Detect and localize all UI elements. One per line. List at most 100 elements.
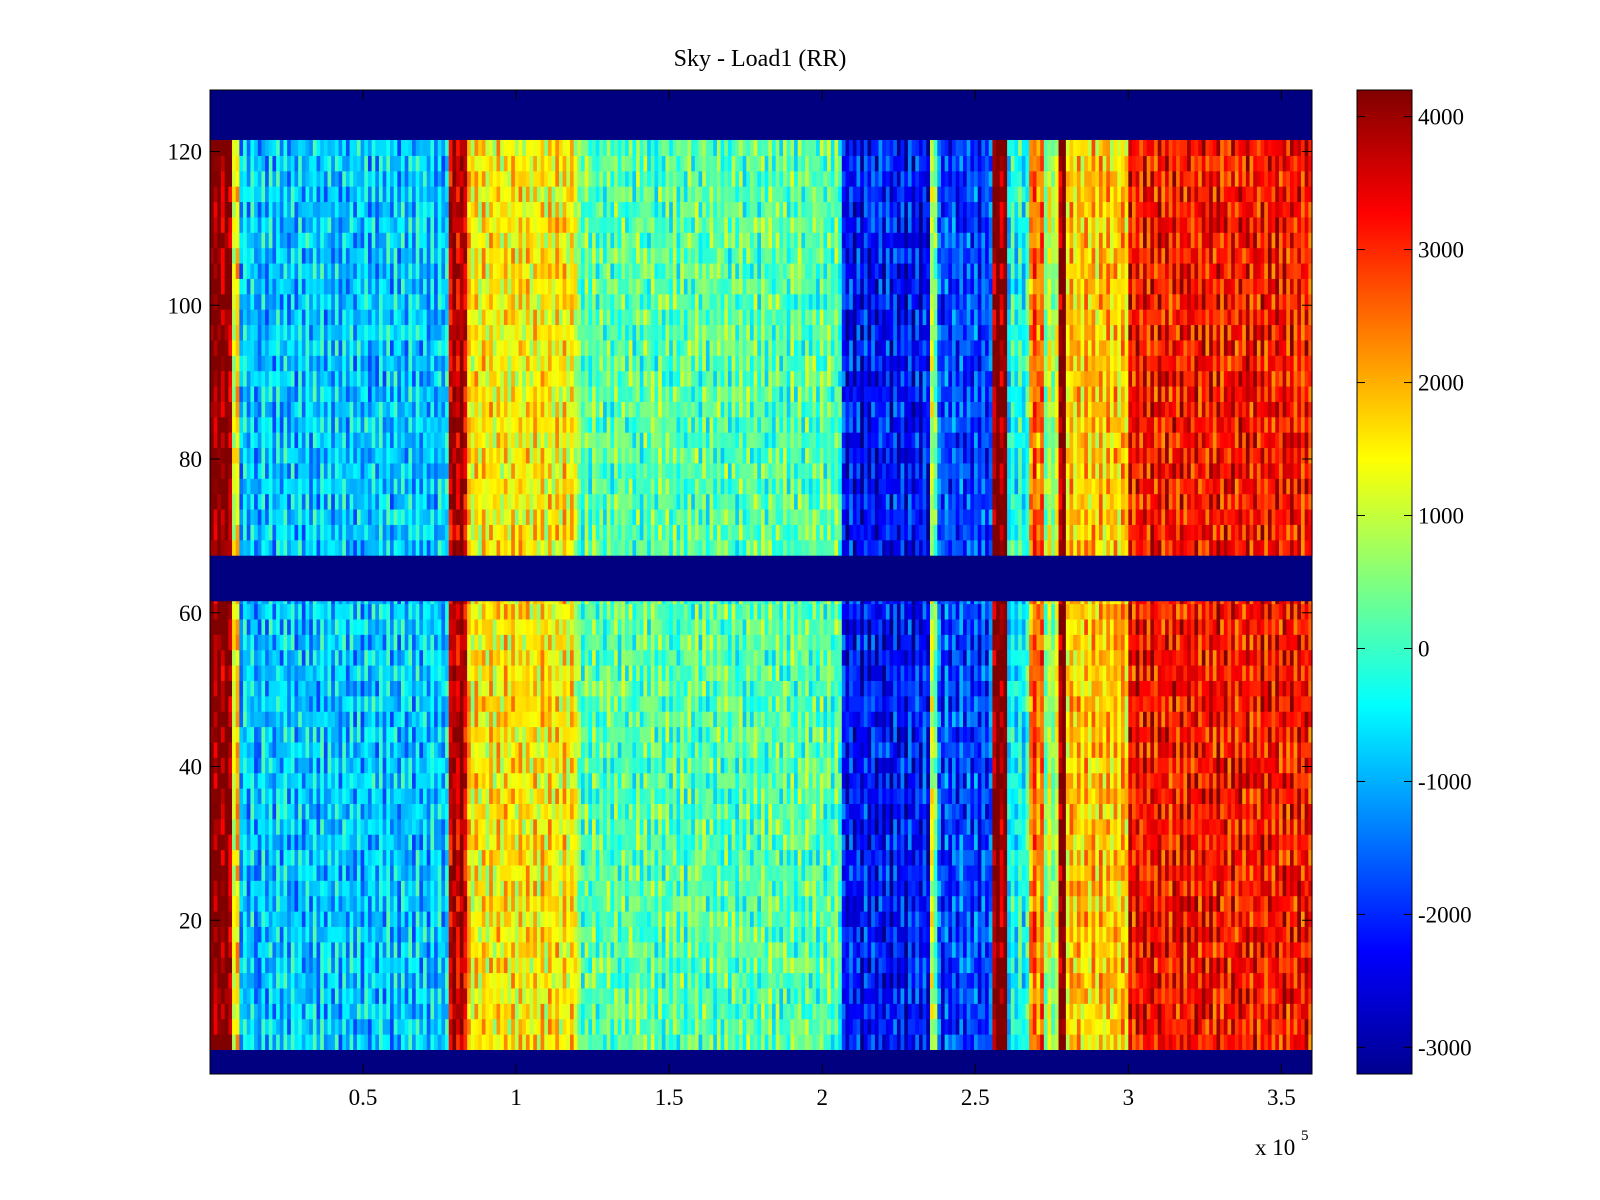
heatmap-cell (617, 803, 623, 820)
heatmap-cell (753, 695, 758, 712)
heatmap-cell (705, 818, 711, 835)
heatmap-cell (566, 957, 571, 974)
heatmap-cell (485, 634, 490, 651)
heatmap-cell (584, 1034, 589, 1050)
heatmap-cell (334, 895, 340, 912)
heatmap-cell (463, 726, 468, 743)
heatmap-cell (419, 895, 424, 912)
heatmap-cell (257, 618, 263, 635)
heatmap-cell (287, 941, 292, 958)
heatmap-cell (595, 634, 600, 651)
heatmap-cell (753, 665, 758, 681)
heatmap-cell (309, 711, 314, 728)
heatmap-cell (397, 880, 402, 897)
heatmap-cell (518, 695, 523, 712)
heatmap-cell (331, 1003, 336, 1020)
heatmap-cell (720, 741, 725, 758)
heatmap-cell (639, 788, 645, 804)
heatmap-cell (210, 803, 215, 820)
heatmap-cell (595, 601, 600, 605)
heatmap-cell (261, 834, 266, 851)
heatmap-cell (331, 695, 336, 712)
heatmap-cell (669, 603, 674, 620)
heatmap-cell (375, 1034, 380, 1050)
heatmap-cell (452, 695, 457, 712)
heatmap-cell (581, 680, 586, 697)
heatmap-cell (797, 1018, 802, 1035)
heatmap-cell (584, 680, 589, 697)
heatmap-cell (294, 649, 299, 666)
heatmap-cell (367, 987, 373, 1004)
heatmap-cell (327, 788, 332, 804)
heatmap-cell (353, 695, 358, 712)
heatmap-cell (522, 741, 527, 758)
heatmap-cell (389, 757, 395, 774)
heatmap-cell (614, 926, 619, 943)
heatmap-cell (639, 695, 645, 712)
heatmap-cell (801, 772, 806, 789)
heatmap-cell (691, 601, 696, 605)
heatmap-cell (558, 803, 564, 820)
heatmap-cell (606, 987, 611, 1004)
heatmap-cell (210, 711, 215, 728)
heatmap-cell (279, 957, 285, 974)
heatmap-cell (705, 788, 711, 804)
heatmap-cell (746, 818, 751, 835)
heatmap-cell (430, 972, 435, 989)
heatmap-cell (375, 941, 380, 958)
heatmap-cell (680, 601, 685, 605)
heatmap-cell (316, 603, 321, 620)
heatmap-cell (786, 834, 791, 851)
heatmap-cell (514, 618, 520, 635)
heatmap-cell (334, 1018, 340, 1035)
heatmap-cell (592, 864, 597, 881)
heatmap-cell (790, 941, 795, 958)
heatmap-cell (639, 957, 645, 974)
heatmap-cell (742, 634, 747, 651)
heatmap-cell (323, 849, 329, 866)
heatmap-cell (757, 680, 762, 697)
heatmap-cell (569, 864, 575, 881)
heatmap-cell (386, 1034, 391, 1050)
heatmap-cell (643, 957, 648, 974)
heatmap-cell (305, 895, 310, 912)
heatmap-cell (533, 772, 538, 789)
heatmap-cell (558, 665, 564, 681)
heatmap-cell (801, 880, 806, 897)
heatmap-cell (779, 649, 784, 666)
heatmap-cell (272, 957, 277, 974)
heatmap-cell (393, 972, 398, 989)
heatmap-cell (412, 1018, 417, 1035)
heatmap-cell (235, 864, 240, 881)
heatmap-cell (636, 849, 641, 866)
heatmap-cell (647, 880, 652, 897)
heatmap-cell (448, 741, 454, 758)
heatmap-cell (783, 772, 788, 789)
heatmap-cell (279, 772, 285, 789)
heatmap-cell (360, 941, 365, 958)
heatmap-cell (375, 834, 380, 851)
heatmap-cell (456, 1034, 461, 1050)
heatmap-cell (353, 834, 358, 851)
heatmap-cell (419, 634, 424, 651)
heatmap-cell (628, 834, 634, 851)
heatmap-cell (316, 772, 321, 789)
heatmap-cell (783, 880, 788, 897)
heatmap-cell (735, 1003, 740, 1020)
heatmap-cell (408, 618, 413, 635)
heatmap-cell (448, 1018, 454, 1035)
heatmap-cell (257, 695, 263, 712)
heatmap-cell (603, 726, 608, 743)
heatmap-cell (525, 772, 531, 789)
heatmap-cell (529, 972, 534, 989)
heatmap-cell (603, 601, 608, 605)
heatmap-cell (459, 972, 465, 989)
heatmap-cell (265, 757, 270, 774)
heatmap-cell (456, 818, 461, 835)
heatmap-cell (448, 818, 454, 835)
heatmap-cell (544, 895, 549, 912)
heatmap-cell (643, 926, 648, 943)
heatmap-cell (312, 941, 318, 958)
heatmap-cell (599, 911, 604, 927)
heatmap-cell (518, 987, 523, 1004)
